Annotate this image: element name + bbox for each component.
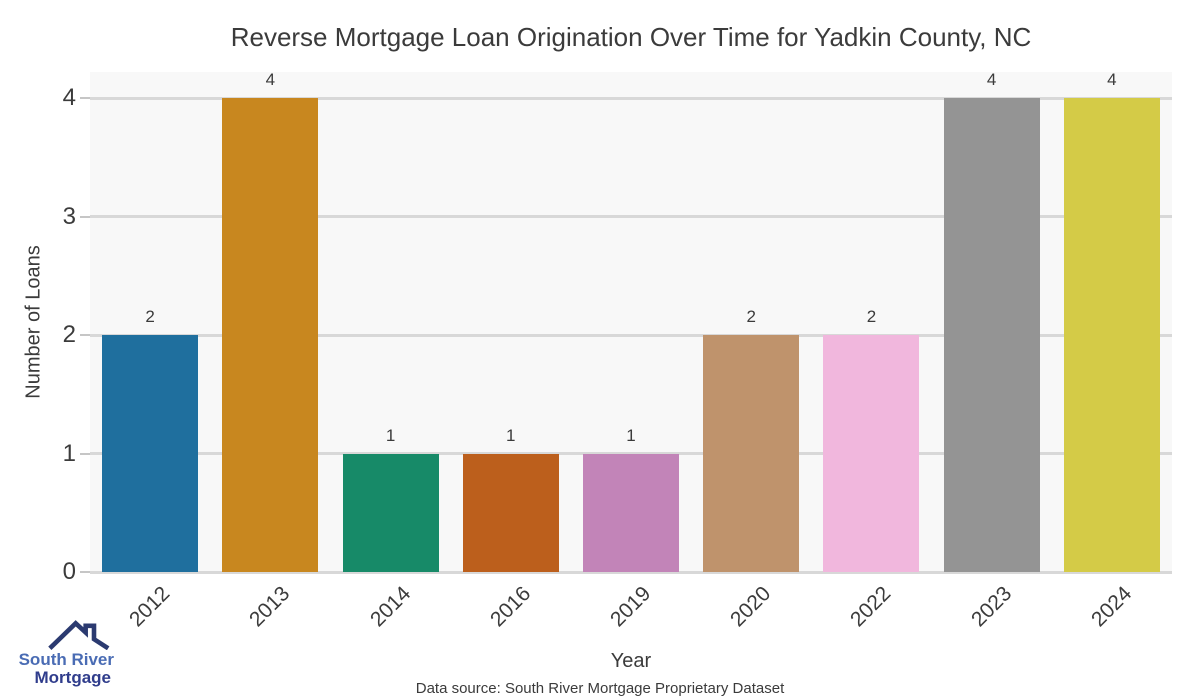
xtick-label-2014: 2014 bbox=[365, 582, 415, 632]
x-axis-label: Year bbox=[610, 650, 652, 672]
xtick-label-2019: 2019 bbox=[605, 582, 656, 632]
bar-value-label-2024: 4 bbox=[1107, 70, 1117, 89]
bar-value-label-2023: 4 bbox=[986, 70, 997, 89]
bar-value-label-2016: 1 bbox=[506, 425, 516, 445]
logo-text-line2: Mortgage bbox=[34, 668, 112, 687]
xtick-label-2023: 2023 bbox=[966, 582, 1016, 632]
bar-value-label-2022: 2 bbox=[866, 307, 877, 326]
ytick-label-4: 4 bbox=[62, 84, 76, 111]
gridline-y0 bbox=[90, 570, 1172, 574]
ytick-mark-3 bbox=[80, 215, 90, 218]
bar-2024 bbox=[1063, 98, 1160, 572]
ytick-mark-0 bbox=[80, 571, 90, 573]
bar-value-label-2013: 4 bbox=[265, 70, 276, 89]
gridline-y3 bbox=[90, 215, 1172, 218]
bar-2012 bbox=[102, 335, 199, 572]
bar-2014 bbox=[342, 453, 439, 572]
bar-value-label-2012: 2 bbox=[145, 307, 155, 326]
chart-title: Reverse Mortgage Loan Origination Over T… bbox=[230, 22, 1032, 52]
bar-2016 bbox=[462, 453, 559, 572]
ytick-label-3: 3 bbox=[62, 202, 76, 230]
bar-value-label-2019: 1 bbox=[626, 425, 636, 445]
bar-2022 bbox=[823, 335, 920, 572]
bar-2020 bbox=[703, 335, 800, 572]
plot-area: 2 4 1 1 1 2 2 4 4 bbox=[80, 70, 1172, 574]
gridline-y4 bbox=[90, 96, 1172, 100]
bar-value-label-2014: 1 bbox=[385, 425, 396, 445]
xtick-label-2013: 2013 bbox=[245, 582, 295, 632]
xtick-label-2016: 2016 bbox=[485, 582, 536, 632]
ytick-label-2: 2 bbox=[62, 321, 76, 348]
bar-2013 bbox=[222, 98, 319, 572]
ytick-label-0: 0 bbox=[62, 558, 76, 585]
bar-2023 bbox=[943, 98, 1040, 572]
ytick-label-1: 1 bbox=[62, 439, 76, 467]
logo-text-line1: South River bbox=[18, 650, 114, 669]
xtick-label-2012: 2012 bbox=[125, 582, 175, 632]
gridline-y2 bbox=[90, 333, 1172, 337]
xtick-label-2024: 2024 bbox=[1086, 582, 1137, 632]
data-source-caption: Data source: South River Mortgage Propri… bbox=[415, 680, 785, 697]
south-river-mortgage-logo: South River Mortgage bbox=[14, 618, 114, 694]
ytick-mark-2 bbox=[80, 334, 90, 336]
bar-value-label-2020: 2 bbox=[746, 307, 756, 326]
xtick-label-2022: 2022 bbox=[846, 582, 896, 632]
ytick-mark-1 bbox=[80, 452, 90, 455]
ytick-mark-4 bbox=[80, 97, 90, 99]
xtick-label-2020: 2020 bbox=[726, 582, 776, 632]
bar-2019 bbox=[583, 453, 679, 572]
